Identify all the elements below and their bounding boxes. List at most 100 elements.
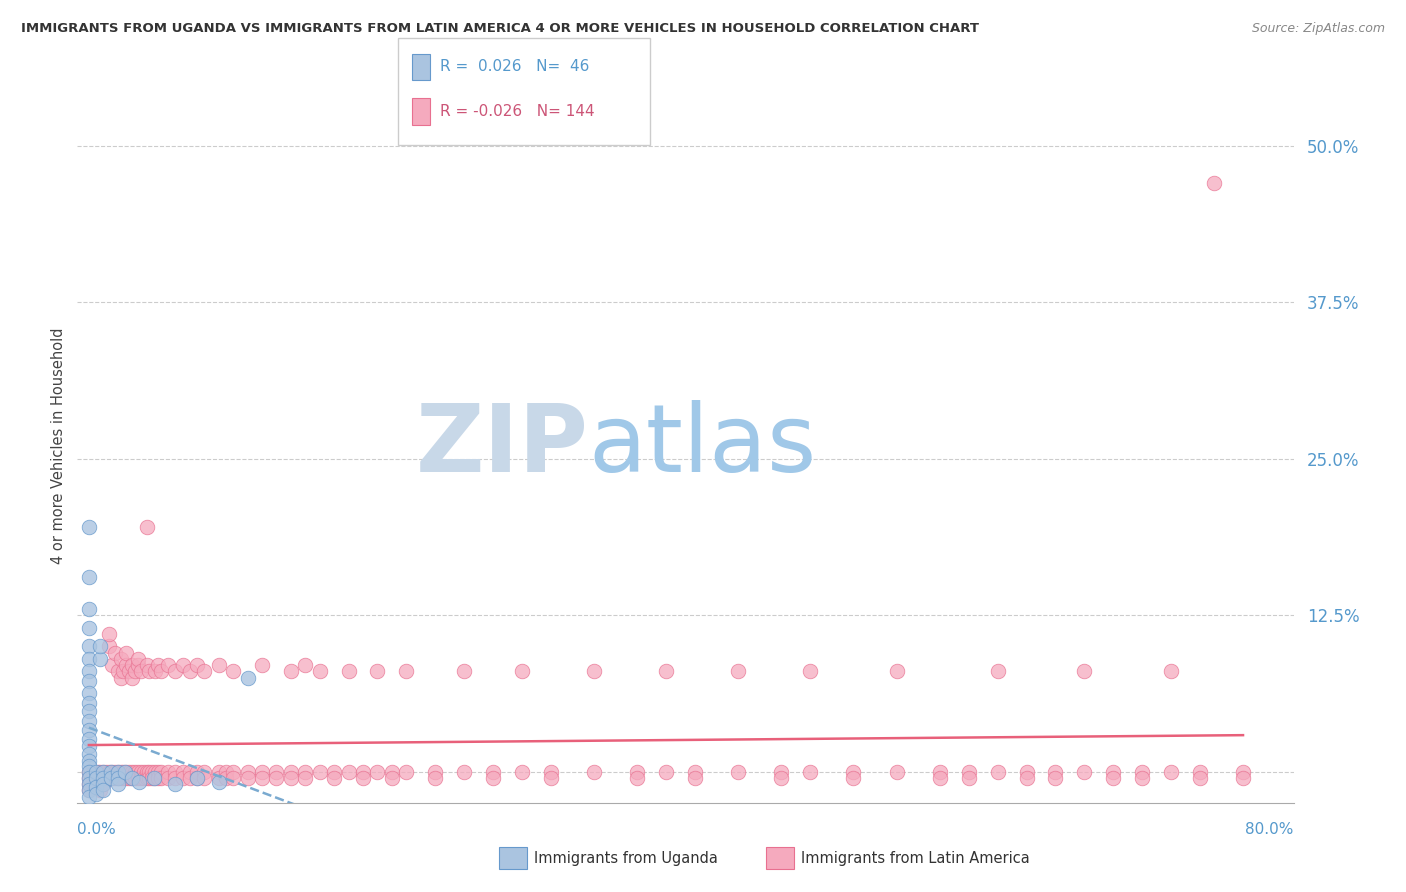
Point bbox=[250, 658, 273, 673]
Point bbox=[215, 764, 238, 779]
Point bbox=[98, 627, 121, 641]
Point bbox=[104, 646, 127, 660]
Point bbox=[146, 764, 169, 779]
Point bbox=[280, 764, 302, 779]
Point bbox=[91, 764, 114, 779]
Point bbox=[121, 658, 143, 673]
Point bbox=[127, 652, 149, 666]
Point bbox=[135, 658, 157, 673]
Point bbox=[150, 665, 173, 679]
Point bbox=[215, 771, 238, 785]
Point bbox=[89, 783, 111, 797]
Point bbox=[138, 771, 160, 785]
Point bbox=[91, 777, 114, 791]
Point bbox=[89, 771, 111, 785]
Point bbox=[129, 764, 152, 779]
Point bbox=[172, 658, 194, 673]
Point bbox=[121, 771, 143, 785]
Point bbox=[150, 771, 173, 785]
Point bbox=[1130, 771, 1153, 785]
Point bbox=[84, 771, 107, 785]
Point bbox=[77, 764, 100, 779]
Point bbox=[381, 771, 404, 785]
Point bbox=[929, 764, 952, 779]
Point bbox=[77, 759, 100, 773]
Point bbox=[84, 764, 107, 779]
Point bbox=[82, 764, 104, 779]
Point bbox=[124, 764, 146, 779]
Point bbox=[107, 665, 129, 679]
Point bbox=[141, 764, 163, 779]
Point bbox=[100, 771, 122, 785]
Point bbox=[135, 771, 157, 785]
Point bbox=[172, 771, 194, 785]
Point bbox=[115, 764, 138, 779]
Point bbox=[77, 723, 100, 738]
Point bbox=[142, 771, 165, 785]
Point bbox=[86, 771, 108, 785]
Text: atlas: atlas bbox=[588, 400, 817, 492]
Point bbox=[127, 771, 149, 785]
Point bbox=[107, 771, 129, 785]
Point bbox=[222, 665, 245, 679]
Point bbox=[127, 764, 149, 779]
Point bbox=[141, 771, 163, 785]
Point bbox=[842, 764, 865, 779]
Point bbox=[91, 771, 114, 785]
Point bbox=[186, 771, 208, 785]
Point bbox=[957, 764, 980, 779]
Point bbox=[280, 771, 302, 785]
Point bbox=[121, 671, 143, 685]
Point bbox=[957, 771, 980, 785]
Point bbox=[1073, 764, 1095, 779]
Point bbox=[77, 739, 100, 754]
Point bbox=[453, 665, 475, 679]
Y-axis label: 4 or more Vehicles in Household: 4 or more Vehicles in Household bbox=[51, 327, 66, 565]
Text: Immigrants from Latin America: Immigrants from Latin America bbox=[801, 851, 1031, 865]
Point bbox=[112, 771, 135, 785]
Point bbox=[77, 783, 100, 797]
Point bbox=[110, 671, 132, 685]
Point bbox=[323, 764, 346, 779]
Point bbox=[77, 696, 100, 710]
Point bbox=[294, 764, 316, 779]
Point bbox=[91, 771, 114, 785]
Point bbox=[165, 764, 187, 779]
Point bbox=[165, 777, 187, 791]
Point bbox=[1102, 771, 1125, 785]
Point bbox=[77, 714, 100, 729]
Point bbox=[77, 570, 100, 584]
Point bbox=[146, 658, 169, 673]
Point bbox=[98, 640, 121, 654]
Point bbox=[129, 665, 152, 679]
Point bbox=[453, 764, 475, 779]
Point bbox=[236, 771, 259, 785]
Text: Immigrants from Uganda: Immigrants from Uganda bbox=[534, 851, 718, 865]
Point bbox=[157, 771, 180, 785]
Point bbox=[114, 764, 136, 779]
Point bbox=[77, 621, 100, 635]
Point bbox=[308, 764, 330, 779]
Point bbox=[112, 764, 135, 779]
Point bbox=[118, 665, 141, 679]
Point bbox=[1045, 771, 1067, 785]
Point bbox=[208, 774, 231, 789]
Point bbox=[987, 764, 1010, 779]
Point bbox=[236, 764, 259, 779]
Point bbox=[323, 771, 346, 785]
Point bbox=[179, 764, 201, 779]
Point bbox=[683, 771, 706, 785]
Point bbox=[138, 665, 160, 679]
Point bbox=[250, 764, 273, 779]
Point bbox=[77, 747, 100, 761]
Point bbox=[727, 764, 749, 779]
Point bbox=[1015, 771, 1038, 785]
Point bbox=[482, 771, 505, 785]
Point bbox=[222, 764, 245, 779]
Point bbox=[308, 665, 330, 679]
Point bbox=[146, 771, 169, 785]
Point bbox=[236, 671, 259, 685]
Point bbox=[89, 777, 111, 791]
Text: Source: ZipAtlas.com: Source: ZipAtlas.com bbox=[1251, 22, 1385, 36]
Point bbox=[110, 764, 132, 779]
